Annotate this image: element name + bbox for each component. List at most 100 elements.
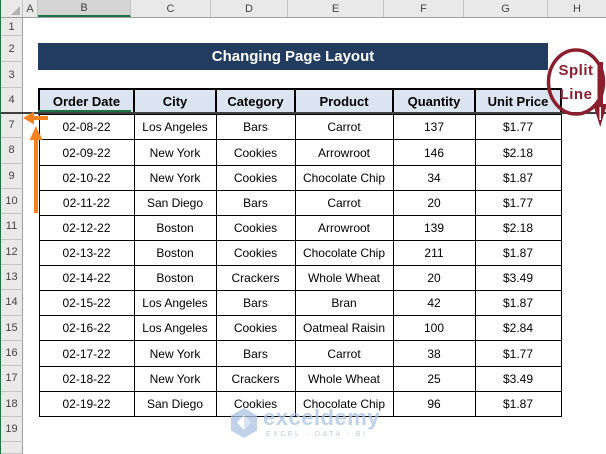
- table-cell[interactable]: 211: [392, 239, 476, 267]
- split-line[interactable]: [1, 112, 606, 114]
- row-header-19[interactable]: 19: [1, 416, 23, 442]
- table-cell[interactable]: San Diego: [133, 390, 217, 418]
- table-cell[interactable]: $1.87: [474, 290, 562, 317]
- table-cell[interactable]: 139: [392, 214, 476, 241]
- table-cell[interactable]: Carrot: [294, 340, 394, 367]
- table-cell[interactable]: $3.49: [474, 365, 562, 392]
- column-header-C[interactable]: C: [131, 0, 211, 17]
- table-cell[interactable]: 20: [392, 265, 476, 292]
- row-header-15[interactable]: 15: [1, 315, 23, 341]
- table-cell[interactable]: 02-10-22: [38, 164, 135, 191]
- row-header-3[interactable]: 3: [1, 62, 23, 88]
- row-header-11[interactable]: 11: [1, 214, 23, 240]
- table-column-header-unit-price[interactable]: Unit Price: [474, 88, 562, 115]
- table-cell[interactable]: $2.84: [474, 315, 562, 342]
- table-cell[interactable]: Los Angeles: [133, 315, 217, 342]
- table-cell[interactable]: Bars: [215, 189, 296, 216]
- row-header-4[interactable]: 4: [1, 88, 23, 113]
- column-header-F[interactable]: F: [384, 0, 464, 17]
- row-header-10[interactable]: 10: [1, 188, 23, 215]
- table-cell[interactable]: Arrowroot: [294, 214, 394, 241]
- column-header-E[interactable]: E: [288, 0, 384, 17]
- table-cell[interactable]: New York: [133, 164, 217, 191]
- table-cell[interactable]: 20: [392, 189, 476, 216]
- row-header-9[interactable]: 9: [1, 163, 23, 189]
- row-header-2[interactable]: 2: [1, 36, 23, 62]
- table-cell[interactable]: Whole Wheat: [294, 265, 394, 292]
- table-cell[interactable]: 02-15-22: [38, 290, 135, 317]
- table-cell[interactable]: $1.87: [474, 390, 562, 418]
- table-cell[interactable]: 02-19-22: [38, 390, 135, 418]
- table-cell[interactable]: $1.87: [474, 164, 562, 191]
- table-column-header-city[interactable]: City: [133, 88, 217, 115]
- table-column-header-quantity[interactable]: Quantity: [392, 88, 476, 115]
- table-cell[interactable]: New York: [133, 139, 217, 166]
- table-cell[interactable]: $1.77: [474, 340, 562, 367]
- table-column-header-product[interactable]: Product: [294, 88, 394, 115]
- select-all-corner[interactable]: [1, 0, 23, 17]
- table-cell[interactable]: Whole Wheat: [294, 365, 394, 392]
- table-cell[interactable]: $1.77: [474, 189, 562, 216]
- table-cell[interactable]: $2.18: [474, 214, 562, 241]
- row-header-18[interactable]: 18: [1, 391, 23, 417]
- table-cell[interactable]: Cookies: [215, 390, 296, 418]
- table-cell[interactable]: New York: [133, 365, 217, 392]
- table-cell[interactable]: $1.87: [474, 239, 562, 267]
- table-cell[interactable]: 137: [392, 113, 476, 141]
- table-cell[interactable]: 02-11-22: [38, 189, 135, 216]
- title-banner-cell[interactable]: Changing Page Layout: [38, 43, 548, 70]
- table-cell[interactable]: Arrowroot: [294, 139, 394, 166]
- table-cell[interactable]: Chocolate Chip: [294, 164, 394, 191]
- table-cell[interactable]: Bars: [215, 113, 296, 141]
- table-cell[interactable]: Cookies: [215, 239, 296, 267]
- table-cell[interactable]: New York: [133, 340, 217, 367]
- table-cell[interactable]: Cookies: [215, 315, 296, 342]
- table-cell[interactable]: 02-12-22: [38, 214, 135, 241]
- table-cell[interactable]: Cookies: [215, 139, 296, 166]
- column-header-B[interactable]: B: [38, 0, 131, 17]
- column-header-G[interactable]: G: [464, 0, 548, 17]
- table-cell[interactable]: Bars: [215, 290, 296, 317]
- table-cell[interactable]: San Diego: [133, 189, 217, 216]
- table-cell[interactable]: Oatmeal Raisin: [294, 315, 394, 342]
- row-header-16[interactable]: 16: [1, 340, 23, 367]
- table-cell[interactable]: Crackers: [215, 365, 296, 392]
- table-cell[interactable]: Cookies: [215, 214, 296, 241]
- table-cell[interactable]: Bars: [215, 340, 296, 367]
- table-cell[interactable]: 02-13-22: [38, 239, 135, 267]
- table-cell[interactable]: Boston: [133, 265, 217, 292]
- table-cell[interactable]: 42: [392, 290, 476, 317]
- table-cell[interactable]: Los Angeles: [133, 113, 217, 141]
- table-cell[interactable]: Boston: [133, 239, 217, 267]
- column-header-D[interactable]: D: [211, 0, 288, 17]
- column-header-A[interactable]: A: [23, 0, 38, 17]
- row-header-17[interactable]: 17: [1, 366, 23, 392]
- table-cell[interactable]: $3.49: [474, 265, 562, 292]
- row-header-14[interactable]: 14: [1, 290, 23, 316]
- column-header-H[interactable]: H: [548, 0, 606, 17]
- table-cell[interactable]: Chocolate Chip: [294, 239, 394, 267]
- table-cell[interactable]: Carrot: [294, 189, 394, 216]
- table-cell[interactable]: 02-17-22: [38, 340, 135, 367]
- table-cell[interactable]: Bran: [294, 290, 394, 317]
- row-header-12[interactable]: 12: [1, 239, 23, 265]
- table-cell[interactable]: 146: [392, 139, 476, 166]
- table-cell[interactable]: Chocolate Chip: [294, 390, 394, 418]
- table-cell[interactable]: Carrot: [294, 113, 394, 141]
- table-cell[interactable]: 96: [392, 390, 476, 418]
- table-cell[interactable]: Cookies: [215, 164, 296, 191]
- table-cell[interactable]: 100: [392, 315, 476, 342]
- table-cell[interactable]: 02-09-22: [38, 139, 135, 166]
- table-cell[interactable]: $2.18: [474, 139, 562, 166]
- table-cell[interactable]: Boston: [133, 214, 217, 241]
- row-header-13[interactable]: 13: [1, 264, 23, 291]
- table-cell[interactable]: 02-18-22: [38, 365, 135, 392]
- table-cell[interactable]: Los Angeles: [133, 290, 217, 317]
- table-cell[interactable]: 34: [392, 164, 476, 191]
- table-cell[interactable]: 25: [392, 365, 476, 392]
- table-cell[interactable]: 38: [392, 340, 476, 367]
- row-header-1[interactable]: 1: [1, 18, 23, 36]
- table-cell[interactable]: Crackers: [215, 265, 296, 292]
- row-header-7[interactable]: 7: [1, 113, 23, 139]
- row-header-8[interactable]: 8: [1, 138, 23, 164]
